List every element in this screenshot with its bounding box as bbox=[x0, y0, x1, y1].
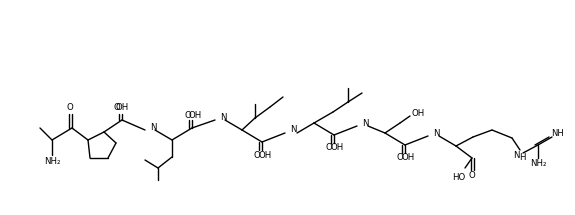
Text: N: N bbox=[433, 129, 439, 138]
Text: NH: NH bbox=[551, 129, 565, 138]
Text: O: O bbox=[185, 111, 191, 120]
Text: O: O bbox=[114, 103, 120, 112]
Text: N: N bbox=[220, 112, 227, 121]
Text: NH₂: NH₂ bbox=[44, 158, 60, 166]
Text: N: N bbox=[362, 118, 369, 127]
Text: O: O bbox=[67, 103, 74, 112]
Text: H: H bbox=[519, 152, 525, 161]
Text: HO: HO bbox=[452, 174, 465, 183]
Text: OH: OH bbox=[189, 111, 202, 120]
Text: NH₂: NH₂ bbox=[530, 160, 546, 169]
Text: O: O bbox=[469, 172, 476, 181]
Text: OH: OH bbox=[116, 103, 129, 112]
Text: OH: OH bbox=[258, 150, 271, 160]
Text: O: O bbox=[325, 143, 332, 152]
Text: N: N bbox=[150, 123, 156, 132]
Text: OH: OH bbox=[401, 154, 415, 163]
Text: N: N bbox=[290, 126, 297, 135]
Text: OH: OH bbox=[331, 143, 344, 152]
Text: O: O bbox=[254, 150, 260, 160]
Text: OH: OH bbox=[411, 109, 424, 118]
Text: N: N bbox=[513, 152, 519, 161]
Text: O: O bbox=[397, 154, 404, 163]
